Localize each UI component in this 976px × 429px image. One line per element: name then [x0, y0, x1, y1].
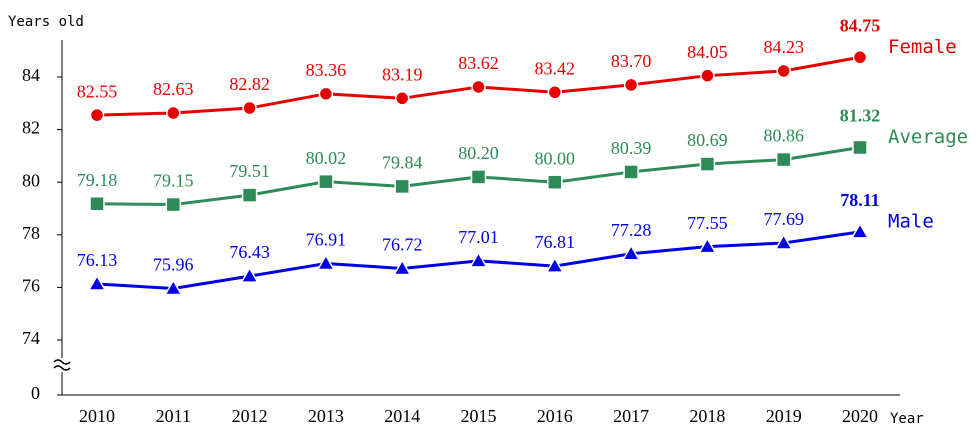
marker: [699, 156, 716, 172]
marker: [164, 278, 183, 296]
x-tick-label: 2012: [232, 406, 268, 426]
legend-label: Average: [888, 126, 968, 148]
marker: [470, 169, 487, 185]
data-label: 80.39: [611, 138, 652, 158]
data-label: 79.51: [229, 161, 270, 181]
legend-label: Male: [888, 210, 934, 232]
data-label: 76.43: [229, 242, 270, 262]
x-tick-label: 2018: [689, 406, 725, 426]
y-tick-label: 78: [22, 223, 40, 243]
marker: [394, 178, 410, 195]
marker: [623, 164, 639, 180]
data-label: 82.63: [153, 79, 194, 99]
axis-break: [53, 359, 71, 371]
x-tick-label: 2011: [156, 406, 191, 426]
marker: [165, 196, 182, 213]
data-label: 81.32: [840, 106, 881, 126]
y-tick-label: 0: [31, 383, 40, 403]
marker: [852, 50, 868, 65]
x-tick-label: 2015: [461, 406, 497, 426]
marker: [698, 237, 717, 254]
x-tick-label: 2014: [384, 406, 420, 426]
y-tick-label: 76: [22, 276, 40, 296]
data-label: 84.05: [687, 42, 728, 62]
x-tick-label: 2017: [613, 406, 649, 426]
marker: [166, 105, 181, 121]
marker: [89, 107, 105, 123]
data-label: 79.84: [382, 153, 423, 173]
marker: [392, 258, 412, 276]
x-tick-label: 2019: [766, 406, 802, 426]
legend-label: Female: [888, 36, 957, 58]
marker: [89, 196, 105, 212]
data-label: 83.19: [382, 64, 423, 84]
marker: [775, 151, 792, 168]
data-label: 77.01: [458, 227, 499, 247]
x-tick-label: 2016: [537, 406, 573, 426]
data-label: 83.70: [611, 51, 652, 71]
data-label: 83.36: [306, 60, 347, 80]
x-axis-label: Year: [890, 411, 924, 427]
data-label: 80.00: [535, 148, 576, 168]
marker: [241, 187, 258, 203]
data-label: 79.18: [77, 170, 118, 190]
y-tick-label: 84: [22, 65, 40, 85]
axis-break-gap: [52, 358, 72, 372]
marker: [547, 85, 563, 100]
data-label: 79.15: [153, 171, 194, 191]
data-label: 84.23: [763, 37, 804, 57]
y-tick-label: 80: [22, 170, 40, 190]
marker: [394, 91, 410, 106]
marker: [621, 244, 641, 261]
data-label: 76.72: [382, 235, 423, 255]
marker: [87, 274, 107, 291]
marker: [469, 251, 488, 268]
data-label: 80.69: [687, 130, 728, 150]
data-label: 77.28: [611, 220, 652, 240]
data-label: 76.91: [306, 230, 347, 250]
data-label: 78.11: [840, 190, 880, 210]
marker: [700, 68, 715, 83]
marker: [547, 174, 563, 190]
data-label: 76.13: [77, 250, 118, 270]
data-label: 77.55: [687, 213, 728, 233]
data-label: 83.62: [458, 53, 499, 73]
marker: [318, 173, 334, 190]
x-tick-label: 2020: [842, 406, 878, 426]
marker: [318, 86, 334, 102]
marker: [545, 256, 565, 273]
data-label: 84.75: [840, 15, 881, 35]
marker: [623, 77, 639, 93]
data-label: 80.86: [763, 126, 804, 146]
x-tick-label: 2013: [308, 406, 344, 426]
marker: [774, 233, 793, 250]
data-label: 77.69: [763, 209, 804, 229]
data-label: 80.02: [306, 148, 347, 168]
y-tick-label: 82: [22, 118, 40, 138]
marker: [852, 139, 868, 156]
data-label: 82.82: [229, 74, 270, 94]
marker: [316, 253, 336, 271]
data-label: 75.96: [153, 255, 194, 275]
marker: [240, 266, 259, 283]
marker: [776, 63, 791, 79]
data-label: 80.20: [458, 143, 499, 163]
marker: [850, 222, 870, 239]
marker: [242, 100, 257, 116]
y-axis-label: Years old: [8, 14, 84, 30]
data-label: 82.55: [77, 81, 118, 101]
data-label: 83.42: [535, 58, 576, 78]
x-tick-label: 2010: [79, 406, 115, 426]
marker: [471, 79, 486, 95]
data-label: 76.81: [535, 232, 576, 252]
y-tick-label: 74: [22, 328, 40, 348]
